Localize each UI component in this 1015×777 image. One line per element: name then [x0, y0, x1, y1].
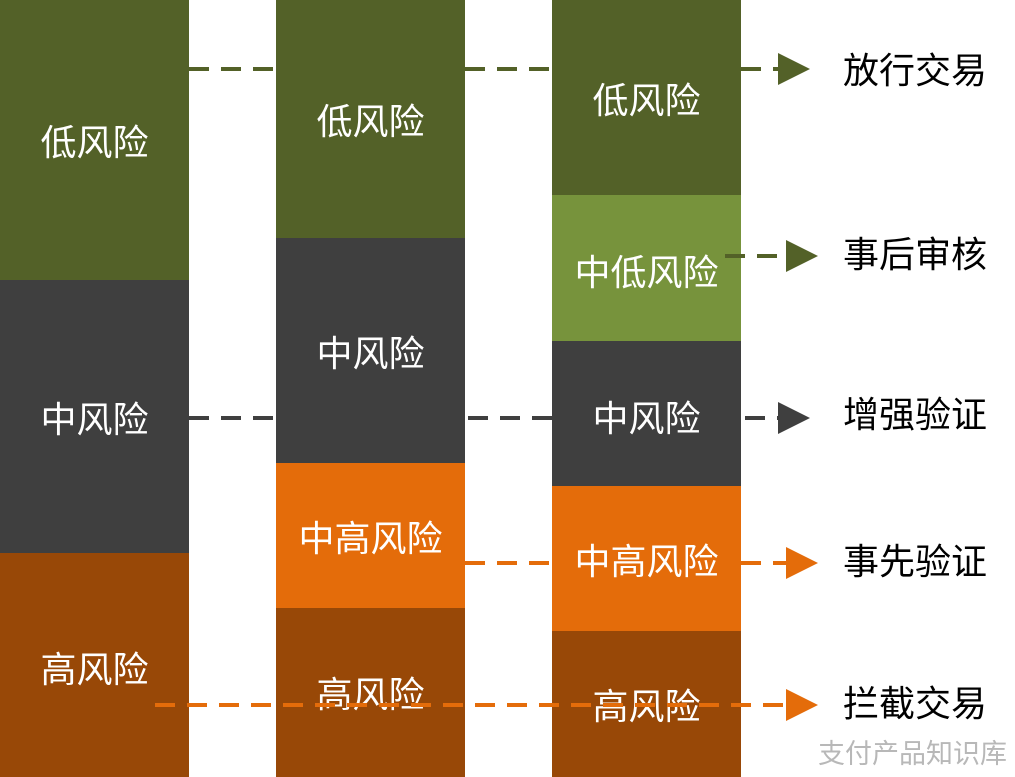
action-post-review: 事后审核	[843, 235, 988, 276]
col3-mid-low-risk: 中低风险	[552, 195, 741, 341]
col3-mid-high-risk: 中高风险	[552, 486, 741, 631]
col3-low-risk: 低风险	[552, 0, 741, 195]
col1-mid-risk: 中风险	[0, 280, 189, 553]
col2-mid-risk: 中风险	[276, 238, 465, 463]
action-pre-verify: 事先验证	[843, 542, 988, 583]
col3-mid-risk: 中风险	[552, 341, 741, 486]
col2-high-risk: 高风险	[276, 608, 465, 777]
col1-high-risk: 高风险	[0, 553, 189, 777]
col2-mid-high-risk: 中高风险	[276, 463, 465, 608]
action-release: 放行交易	[843, 51, 988, 92]
action-enhanced-verify: 增强验证	[843, 395, 988, 436]
col1-low-risk: 低风险	[0, 0, 189, 280]
action-block: 拦截交易	[843, 684, 988, 725]
col2-low-risk: 低风险	[276, 0, 465, 238]
watermark: 支付产品知识库	[818, 739, 1007, 770]
